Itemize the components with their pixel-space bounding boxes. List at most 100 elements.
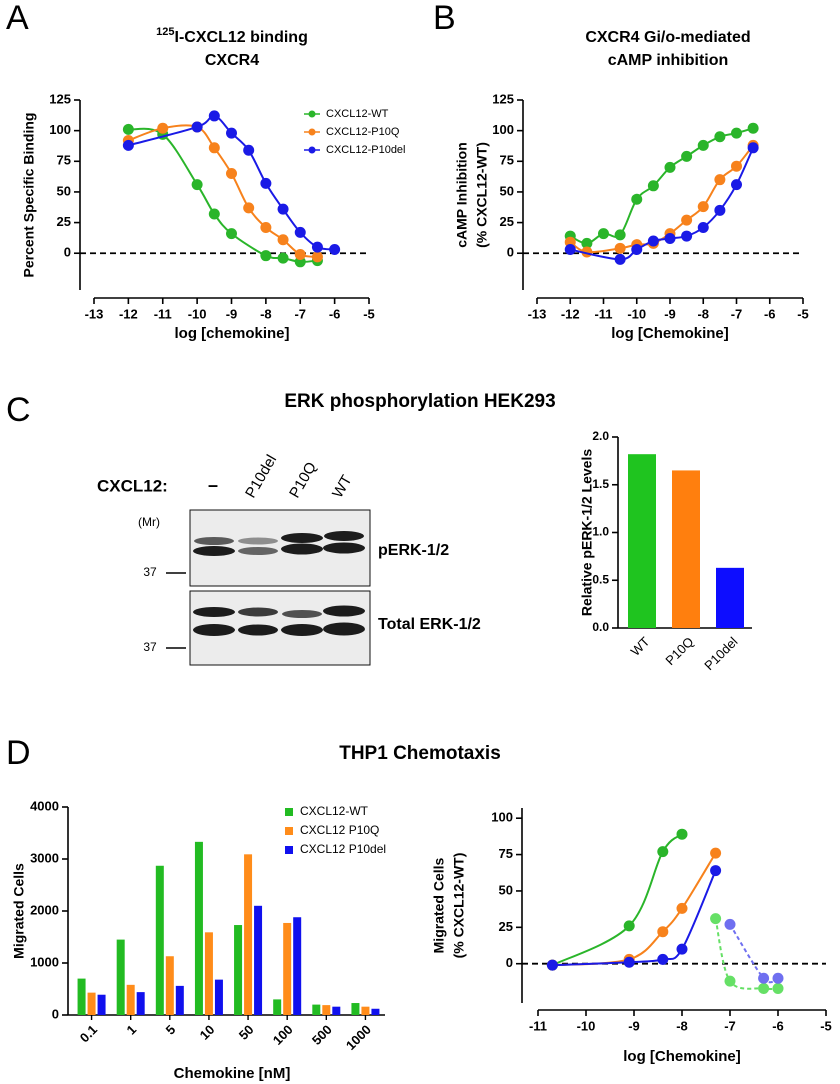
data-point	[226, 127, 237, 139]
mr-marker: 37	[143, 640, 157, 654]
y-tick-label: 3000	[30, 850, 59, 865]
panel-label: B	[433, 0, 456, 37]
section-title: THP1 Chemotaxis	[339, 743, 501, 764]
data-point	[758, 972, 770, 984]
legend-swatch	[285, 846, 293, 854]
data-point	[758, 982, 770, 994]
data-point	[311, 241, 323, 253]
bar	[194, 841, 203, 1015]
data-point	[724, 918, 736, 930]
data-point	[724, 975, 736, 987]
bar	[628, 454, 656, 628]
fit-curve	[569, 127, 754, 245]
data-point	[277, 234, 289, 246]
x-tick-label: -5	[797, 306, 809, 321]
y-tick-label: 1.5	[592, 477, 609, 491]
bar	[273, 999, 282, 1015]
data-point	[614, 229, 626, 241]
mr-label: (Mr)	[138, 515, 160, 529]
y-tick-label: 0.0	[592, 620, 609, 634]
data-point	[243, 202, 255, 214]
y-tick-label: 2.0	[592, 429, 609, 443]
x-tick-label: -6	[772, 1018, 784, 1033]
y-tick-label: 75	[500, 153, 514, 168]
y-tick-label: 100	[492, 122, 514, 137]
x-tick-label: -10	[627, 306, 646, 321]
y-axis-label: Migrated Cells	[431, 857, 447, 953]
bar	[77, 978, 86, 1015]
x-tick-label: 1000	[343, 1022, 374, 1053]
y-tick-label: 75	[57, 153, 71, 168]
x-tick-label: -8	[676, 1018, 688, 1033]
legend-label: CXCL12 P10Q	[300, 823, 379, 837]
legend-label: CXCL12-WT	[326, 108, 389, 120]
x-tick-label: 100	[270, 1022, 296, 1048]
y-tick-label: 50	[500, 183, 514, 198]
y-tick-label: 100	[491, 810, 513, 825]
legend-marker	[308, 110, 316, 118]
x-tick-label: -9	[628, 1018, 640, 1033]
y-tick-label: 0	[52, 1006, 59, 1021]
y-tick-label: 125	[492, 91, 514, 106]
data-point	[208, 142, 220, 154]
data-point	[676, 828, 688, 840]
legend-marker	[308, 128, 316, 136]
data-point	[260, 177, 272, 189]
legend-swatch	[285, 808, 293, 816]
x-tick-label: -9	[664, 306, 676, 321]
legend-label: CXCL12 P10del	[300, 842, 386, 856]
bar	[672, 470, 700, 628]
data-point	[598, 228, 609, 240]
lane-label: WT	[329, 472, 355, 501]
bar	[716, 567, 744, 628]
data-point	[681, 214, 693, 226]
x-tick-label: -6	[764, 306, 776, 321]
x-tick-label: 500	[309, 1022, 335, 1048]
title-superscript: 125	[156, 26, 174, 38]
y-tick-label: 4000	[30, 798, 59, 813]
data-point	[564, 244, 576, 256]
x-tick-label: -7	[731, 306, 743, 321]
data-point	[226, 168, 237, 180]
data-point	[631, 193, 643, 205]
data-point	[714, 174, 726, 186]
y-tick-label: 0	[506, 955, 513, 970]
x-tick-label: -8	[260, 306, 272, 321]
y-tick-label: 0	[507, 245, 514, 260]
data-point	[676, 902, 688, 914]
legend-swatch	[285, 827, 293, 835]
data-point	[772, 982, 784, 994]
data-point	[631, 244, 643, 256]
x-tick-label: WT	[628, 634, 653, 659]
bar	[351, 1003, 360, 1015]
data-point	[657, 846, 669, 858]
y-tick-label: 75	[499, 846, 513, 861]
bar	[283, 922, 292, 1015]
y-tick-label: 50	[499, 882, 513, 897]
blot-bands	[193, 531, 365, 636]
treatment-label: CXCL12:	[97, 476, 168, 495]
data-point	[122, 123, 134, 135]
data-point	[208, 208, 220, 220]
legend-marker	[308, 146, 316, 154]
y-axis-label: Migrated Cells	[11, 863, 27, 959]
y-tick-label: 2000	[30, 902, 59, 917]
x-tick-label: P10Q	[662, 634, 696, 668]
data-point	[614, 242, 626, 254]
y-tick-label: 25	[499, 919, 513, 934]
x-tick-label: -9	[226, 306, 238, 321]
title-text: CXCR4 Gi/o-mediated	[585, 29, 750, 46]
x-tick-label: -11	[154, 306, 172, 321]
bar	[126, 984, 135, 1015]
y-axis-label: cAMP Inhibition	[454, 142, 470, 248]
chart-title: 125I-CXCL12 binding	[156, 26, 308, 46]
data-point	[226, 228, 237, 240]
data-point	[681, 150, 693, 162]
data-point	[329, 244, 341, 256]
lane-label: P10del	[242, 452, 280, 501]
data-point	[647, 180, 659, 192]
y-axis-label: Relative pERK-1/2 Levels	[579, 449, 595, 617]
data-point	[710, 865, 722, 877]
data-point	[747, 122, 759, 134]
title-text: CXCR4	[205, 52, 259, 69]
